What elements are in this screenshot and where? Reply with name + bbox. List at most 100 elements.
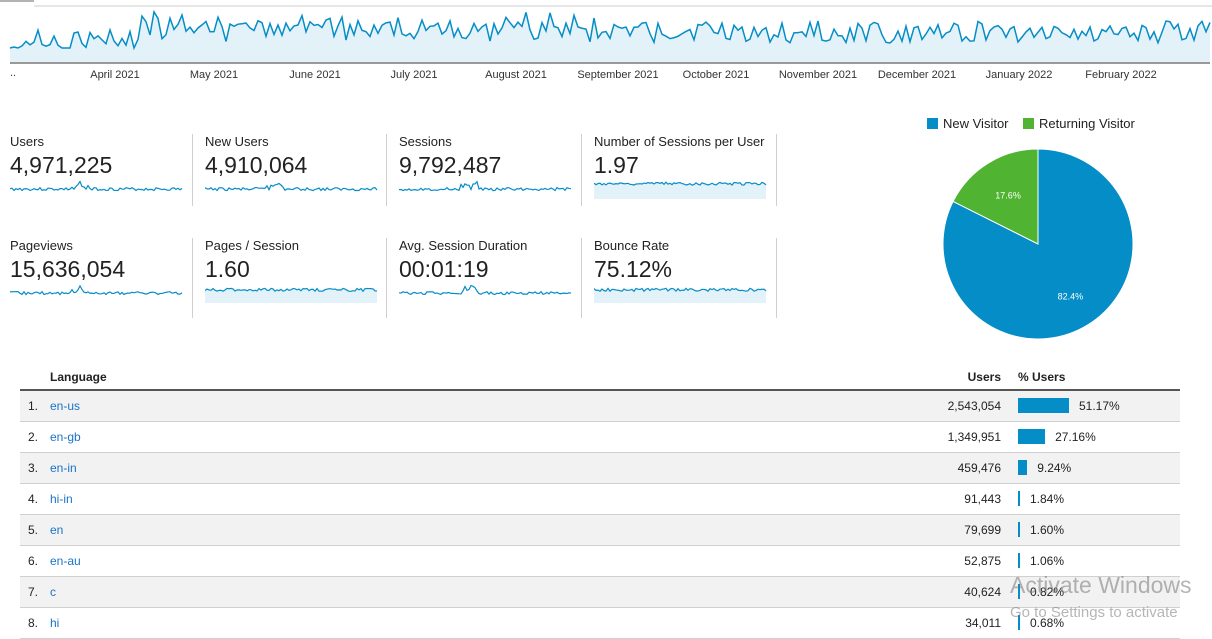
users-value: 1,349,951 xyxy=(947,430,1001,444)
metric-divider xyxy=(192,134,193,206)
timeline-leading-label: .. xyxy=(10,67,17,79)
legend-new-visitor[interactable]: New Visitor xyxy=(927,116,1009,131)
table-row: 8. hi 34,011 0.68% xyxy=(20,608,1180,639)
pct-users-value: 1.84% xyxy=(1030,492,1065,506)
metric-divider xyxy=(581,238,582,318)
table-row: 3. en-in 459,476 9.24% xyxy=(20,453,1180,484)
pct-users-bar xyxy=(1018,491,1020,506)
pct-users-bar xyxy=(1018,615,1020,630)
table-row: 2. en-gb 1,349,951 27.16% xyxy=(20,422,1180,453)
metric-divider xyxy=(581,134,582,206)
pct-users-bar xyxy=(1018,522,1020,537)
metric-2[interactable]: Sessions 9,792,487 xyxy=(399,134,589,204)
table-row: 4. hi-in 91,443 1.84% xyxy=(20,484,1180,515)
metric-value: 15,636,054 xyxy=(10,256,126,282)
metric-label: Bounce Rate xyxy=(594,238,670,253)
language-link[interactable]: en xyxy=(50,523,64,537)
metric-7[interactable]: Bounce Rate 75.12% xyxy=(594,238,784,308)
month-label: May 2021 xyxy=(189,69,239,81)
language-link[interactable]: hi xyxy=(50,616,60,630)
metric-label: Avg. Session Duration xyxy=(399,238,528,253)
language-link[interactable]: c xyxy=(50,585,56,599)
users-value: 34,011 xyxy=(965,616,1001,630)
metric-sparkline xyxy=(594,287,767,303)
row-index: 4. xyxy=(28,492,39,506)
users-value: 79,699 xyxy=(964,523,1001,537)
metric-label: Users xyxy=(10,134,44,149)
metric-label: New Users xyxy=(205,134,269,149)
pct-users-bar xyxy=(1018,398,1069,413)
header-language[interactable]: Language xyxy=(50,370,107,384)
metric-divider xyxy=(776,238,777,318)
pct-users-value: 1.60% xyxy=(1030,523,1065,537)
pct-users-value: 0.82% xyxy=(1030,585,1065,599)
pct-users-value: 0.68% xyxy=(1030,616,1065,630)
legend-label-new: New Visitor xyxy=(943,116,1009,131)
table-row: 6. en-au 52,875 1.06% xyxy=(20,546,1180,577)
pct-users-value: 27.16% xyxy=(1055,430,1096,444)
metric-value: 75.12% xyxy=(594,256,673,282)
month-label: November 2021 xyxy=(778,69,858,81)
month-label: April 2021 xyxy=(90,69,140,81)
metric-sparkline xyxy=(399,284,572,296)
metric-sparkline xyxy=(205,287,378,303)
metric-sparkline xyxy=(10,180,183,192)
users-value: 2,543,054 xyxy=(947,399,1001,413)
row-index: 5. xyxy=(28,523,39,537)
legend-label-returning: Returning Visitor xyxy=(1039,116,1135,131)
table-row: 7. c 40,624 0.82% xyxy=(20,577,1180,608)
language-link[interactable]: en-us xyxy=(50,399,81,413)
activate-windows-watermark: Activate Windows xyxy=(1010,572,1192,598)
pct-users-value: 51.17% xyxy=(1079,399,1120,413)
pct-users-bar xyxy=(1018,460,1028,475)
header-pct-users[interactable]: % Users xyxy=(1018,370,1066,384)
metric-1[interactable]: New Users 4,910,064 xyxy=(205,134,395,204)
language-link[interactable]: hi-in xyxy=(50,492,73,506)
metric-divider xyxy=(386,238,387,318)
metric-4[interactable]: Pageviews 15,636,054 xyxy=(10,238,200,308)
metric-value: 1.60 xyxy=(205,256,250,282)
pct-users-bar xyxy=(1018,429,1046,444)
metric-divider xyxy=(192,238,193,318)
metric-0[interactable]: Users 4,971,225 xyxy=(10,134,200,204)
metric-label: Pageviews xyxy=(10,238,73,253)
month-label: December 2021 xyxy=(877,69,957,81)
metric-label: Number of Sessions per User xyxy=(594,134,765,149)
sessions-timeline-chart: .. April 2021 May 2021 June 2021 July 2021 A… xyxy=(0,0,1212,90)
metric-sparkline xyxy=(399,180,572,192)
language-link[interactable]: en-gb xyxy=(50,430,81,444)
metric-value: 00:01:19 xyxy=(399,256,489,282)
metric-divider xyxy=(776,134,777,206)
pie-slice-label: 17.6% xyxy=(995,190,1021,200)
legend-swatch-new xyxy=(927,118,938,129)
legend-returning-visitor[interactable]: Returning Visitor xyxy=(1023,116,1135,131)
language-link[interactable]: en-au xyxy=(50,554,81,568)
table-header: Language Users % Users xyxy=(20,367,1180,391)
users-value: 40,624 xyxy=(964,585,1001,599)
month-label: August 2021 xyxy=(485,69,547,81)
month-label: February 2022 xyxy=(1085,69,1157,81)
users-value: 52,875 xyxy=(964,554,1001,568)
pct-users-bar xyxy=(1018,584,1020,599)
metric-6[interactable]: Avg. Session Duration 00:01:19 xyxy=(399,238,589,308)
table-row: 1. en-us 2,543,054 51.17% xyxy=(20,391,1180,422)
row-index: 2. xyxy=(28,430,39,444)
language-link[interactable]: en-in xyxy=(50,461,77,475)
metric-value: 4,971,225 xyxy=(10,152,113,178)
row-index: 6. xyxy=(28,554,39,568)
metric-divider xyxy=(386,134,387,206)
row-index: 3. xyxy=(28,461,39,475)
header-users[interactable]: Users xyxy=(967,370,1001,384)
month-label: September 2021 xyxy=(577,69,659,81)
pct-users-bar xyxy=(1018,553,1020,568)
metric-3[interactable]: Number of Sessions per User 1.97 xyxy=(594,134,784,204)
pie-slice-1[interactable] xyxy=(952,148,1039,245)
metric-label: Sessions xyxy=(399,134,452,149)
month-label: June 2021 xyxy=(289,69,341,81)
metric-5[interactable]: Pages / Session 1.60 xyxy=(205,238,395,308)
month-label: July 2021 xyxy=(390,69,438,81)
metric-sparkline xyxy=(594,181,767,199)
timeline-line xyxy=(0,0,1212,64)
metric-label: Pages / Session xyxy=(205,238,299,253)
pct-users-value: 1.06% xyxy=(1030,554,1065,568)
